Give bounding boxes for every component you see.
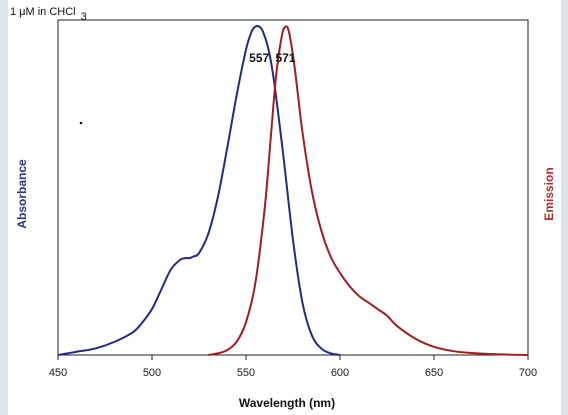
x-tick-label: 500 — [143, 367, 161, 379]
series-layer — [57, 24, 529, 356]
stray-dot-marker — [79, 121, 83, 125]
y-axis-title-left: Absorbance — [15, 159, 29, 229]
peak-label-emission: 571 — [275, 51, 295, 65]
left-edge-strip — [0, 0, 8, 415]
emission-series-line — [208, 25, 529, 356]
absorbance-series-line — [57, 24, 341, 356]
x-tick-label: 650 — [425, 367, 443, 379]
peak-label-absorbance: 557 — [249, 51, 269, 65]
right-edge-strip — [561, 0, 568, 415]
x-tick-label: 450 — [49, 367, 67, 379]
tick-labels: 450 500 550 600 650 700 — [49, 367, 537, 379]
plot-area-frame — [57, 19, 529, 356]
x-tick-label: 600 — [331, 367, 349, 379]
concentration-annotation-subscript: 3 — [81, 11, 87, 23]
x-tick-label: 700 — [519, 367, 537, 379]
x-axis-title: Wavelength (nm) — [239, 396, 335, 410]
y-axis-title-right: Emission — [542, 167, 556, 220]
concentration-annotation: 1 μM in CHCl — [10, 6, 76, 18]
x-ticks — [57, 355, 529, 360]
x-tick-label: 550 — [237, 367, 255, 379]
